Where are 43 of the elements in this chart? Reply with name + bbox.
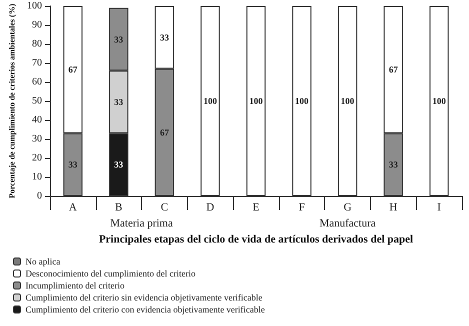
x-tick-label: D [206, 202, 214, 214]
text: Manufactura [319, 218, 376, 230]
legend-label: No aplica [26, 256, 60, 266]
legend-label: Cumplimiento del criterio con evidencia objetivamente verificable [26, 304, 265, 314]
x-tick-label: E [252, 202, 260, 214]
x-tick-label: C [160, 202, 168, 214]
x-tick-label: B [114, 202, 122, 214]
x-tick-label: F [298, 202, 305, 214]
legend-label: Incumplimiento del criterio [26, 280, 125, 290]
data-label: 33 [114, 160, 124, 170]
x-tick-label: A [68, 202, 77, 214]
x-tick-label: I [437, 202, 442, 214]
y-tick-label: 90 [32, 20, 42, 30]
data-label: 100 [432, 96, 446, 106]
y-tick-label: 100 [27, 0, 42, 12]
data-label: 67 [160, 127, 170, 138]
data-label: 33 [388, 160, 398, 170]
text: Materia prima [110, 218, 173, 230]
legend-label: Desconocimiento del cumplimiento del criterio [26, 268, 196, 278]
y-axis-title: Porcentaje de cumplimiento de criterios ambientales (%) [8, 3, 17, 198]
y-tick-label: 70 [32, 58, 42, 68]
y-tick-label: 30 [32, 134, 42, 144]
x-tick-label: G [344, 202, 352, 214]
data-label: 100 [203, 96, 218, 106]
y-tick-label: 10 [32, 172, 42, 182]
y-tick-label: 50 [32, 96, 42, 106]
x-axis-title: Principales etapas del ciclo de vida de artículos derivados del papel [98, 234, 414, 246]
x-tick-label: H [389, 202, 398, 214]
y-tick-label: 80 [32, 38, 42, 50]
data-label: 100 [340, 96, 355, 106]
y-tick-label: 0 [37, 190, 42, 202]
data-label: 33 [114, 34, 124, 44]
legend-label: Cumplimiento del criterio sin evidencia objetivamente verificable [26, 292, 262, 302]
data-label: 33 [68, 160, 78, 170]
data-label: 100 [249, 96, 264, 106]
data-label: 33 [160, 32, 170, 42]
y-tick-label: 20 [32, 152, 42, 164]
y-tick-label: 60 [32, 76, 42, 88]
data-label: 67 [68, 64, 78, 75]
data-label: 33 [114, 96, 124, 107]
data-label: 100 [295, 96, 310, 106]
data-label: 67 [388, 64, 398, 75]
y-tick-label: 40 [32, 114, 42, 126]
